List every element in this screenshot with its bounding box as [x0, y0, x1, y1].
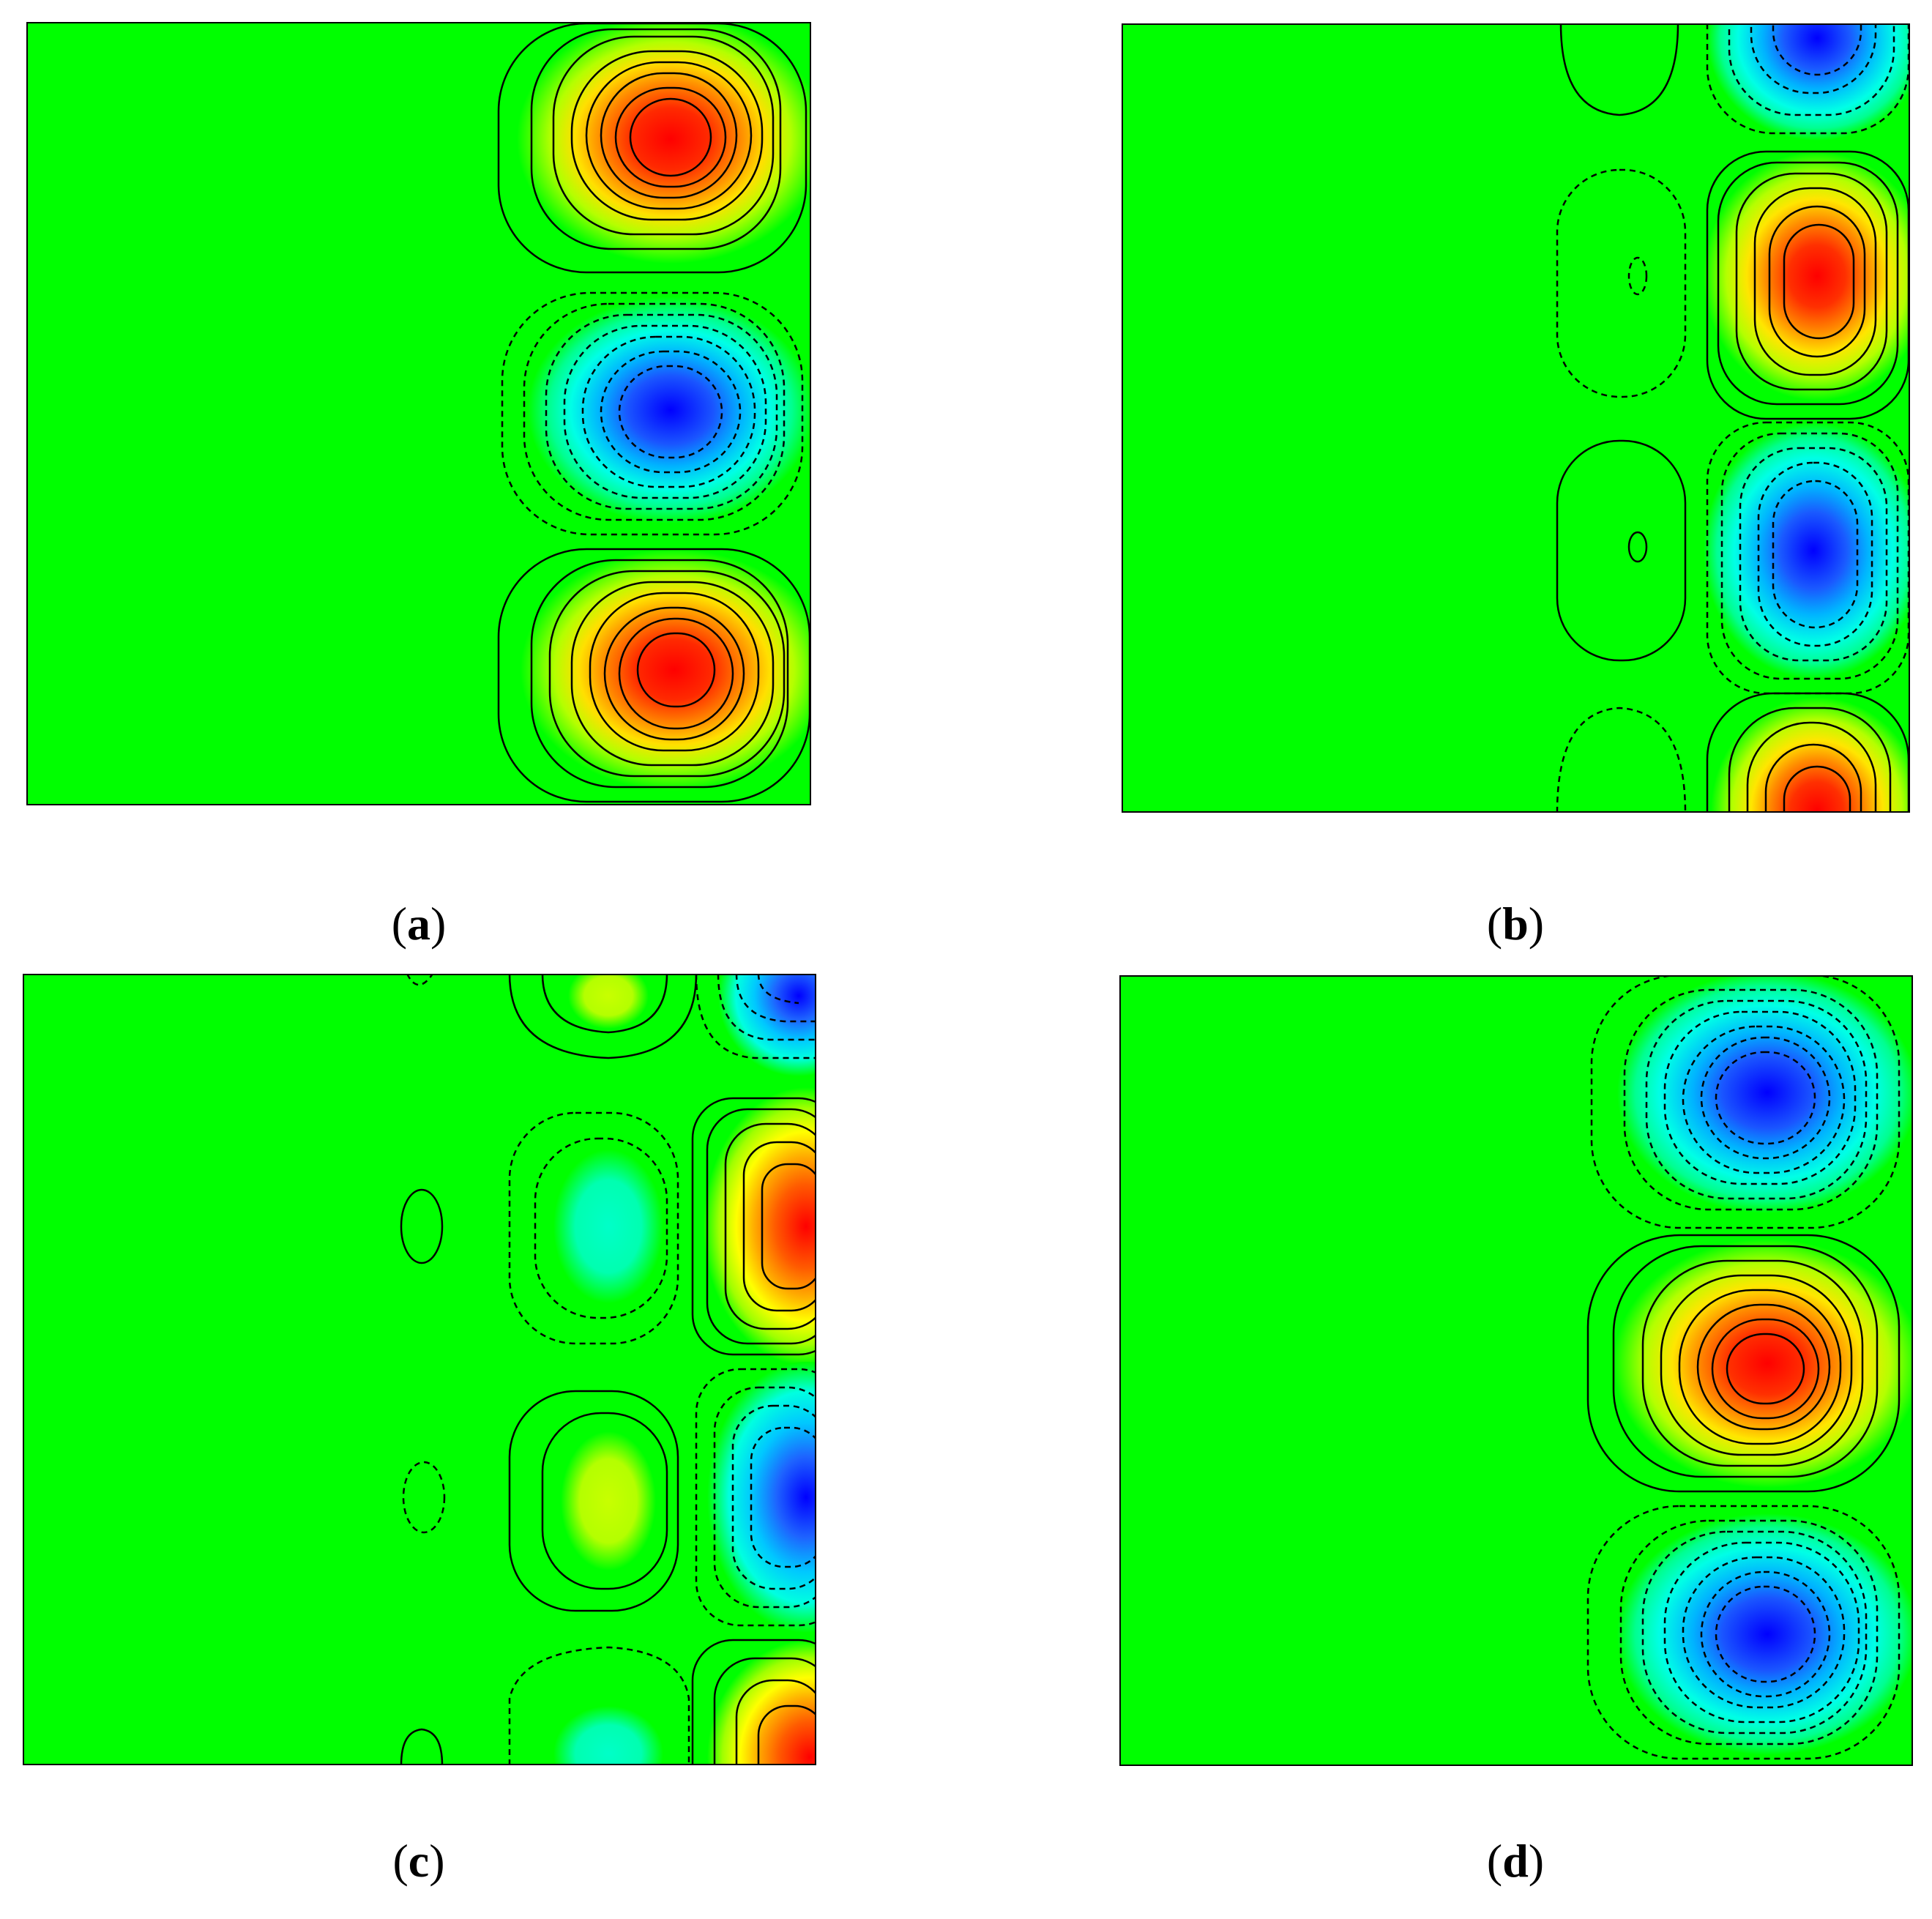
contour-panel-d [1119, 975, 1913, 1766]
caption-a: (a) [391, 898, 447, 950]
caption-c: (c) [392, 1835, 445, 1887]
contour-panel-c [23, 974, 816, 1765]
caption-b: (b) [1486, 898, 1545, 950]
contour-panel-b [1122, 23, 1910, 813]
contour-panel-a [26, 22, 811, 805]
caption-d: (d) [1486, 1835, 1545, 1887]
